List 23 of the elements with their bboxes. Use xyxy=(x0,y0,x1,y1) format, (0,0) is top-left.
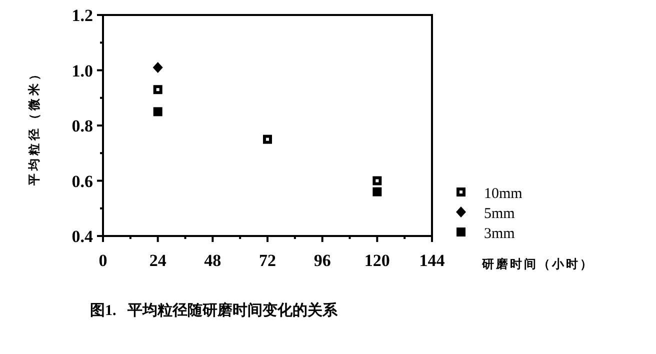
x-tick-label: 96 xyxy=(314,251,331,270)
y-tick-label: 0.8 xyxy=(72,116,93,136)
legend-label: 5mm xyxy=(484,206,516,222)
y-tick-label: 1.0 xyxy=(72,61,93,80)
y-tick-label: 0.6 xyxy=(72,172,93,191)
x-tick-label: 120 xyxy=(364,251,390,270)
point xyxy=(263,134,272,144)
x-tick-label: 48 xyxy=(204,251,222,270)
legend-label: 3mm xyxy=(484,226,516,242)
caption: 图1. 平均粒径随研磨时间变化的关系 xyxy=(90,301,338,319)
point xyxy=(153,107,162,116)
y-tick-label: 1.2 xyxy=(72,6,93,25)
x-tick-label: 0 xyxy=(98,251,108,270)
x-tick-label: 24 xyxy=(149,251,167,270)
point xyxy=(372,187,382,196)
x-tick-label: 72 xyxy=(259,251,276,270)
y-axis-title: 平均粒径（微米） xyxy=(27,66,41,186)
point xyxy=(153,85,162,94)
y-tick-label: 0.4 xyxy=(72,227,94,246)
x-axis-title: 研磨时间（小时） xyxy=(481,257,594,271)
x-tick-label: 144 xyxy=(419,251,446,270)
legend-label: 10mm xyxy=(484,186,523,202)
point xyxy=(372,176,382,186)
